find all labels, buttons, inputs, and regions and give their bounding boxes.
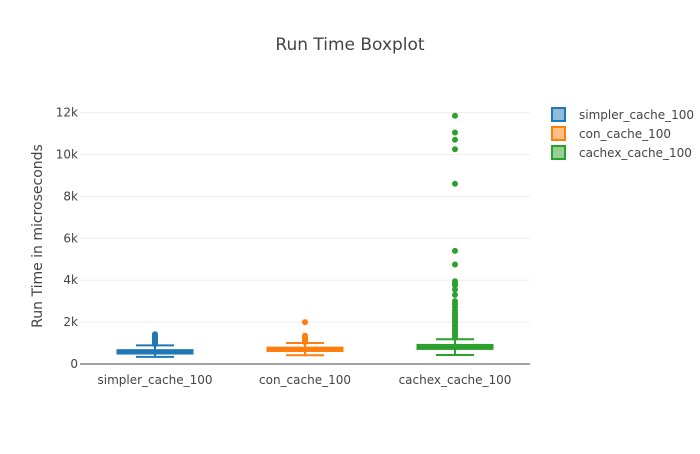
legend-item[interactable]: simpler_cache_100 [551,107,694,122]
y-tick-label: 6k [63,231,78,245]
y-tick-label: 0 [70,357,78,371]
outlier-point [452,261,458,268]
x-tick-label: simpler_cache_100 [98,373,213,387]
legend-item[interactable]: cachex_cache_100 [551,145,692,160]
x-tick-label: con_cache_100 [259,373,351,387]
outlier-point [302,332,308,339]
y-tick-label: 12k [56,106,78,120]
y-axis-title: Run Time in microseconds [30,144,46,328]
legend-label: cachex_cache_100 [579,146,692,160]
outlier-point [452,291,458,298]
legend-swatch [551,126,566,141]
outlier-point [452,136,458,143]
y-tick-label: 4k [63,273,78,287]
outlier-point [452,247,458,254]
legend-swatch [551,107,566,122]
outlier-point [452,286,458,293]
legend-label: simpler_cache_100 [579,108,694,122]
outlier-point [302,319,308,326]
legend-swatch [551,145,566,160]
outlier-point [452,112,458,119]
box-cachex_cache_100 [416,112,494,356]
outlier-point [452,129,458,136]
gridlines [80,112,530,323]
outlier-point [452,298,458,305]
legend-label: con_cache_100 [579,127,671,141]
x-axis-ticks: simpler_cache_100 con_cache_100 cachex_cac… [98,373,512,387]
outlier-point [452,278,458,285]
y-tick-label: 8k [63,189,78,203]
y-tick-label: 10k [56,147,78,161]
outlier-point [452,146,458,153]
legend-item[interactable]: con_cache_100 [551,126,671,141]
y-tick-label: 2k [63,315,78,329]
chart-title: Run Time Boxplot [275,35,425,55]
outlier-point [152,331,158,338]
box-simpler_cache_100 [116,331,194,358]
x-tick-label: cachex_cache_100 [399,373,512,387]
box-series [116,112,494,358]
outlier-point [452,180,458,187]
y-axis-ticks: 0 2k 4k 6k 8k 10k 12k [56,106,78,371]
box-con_cache_100 [266,319,344,357]
legend[interactable]: simpler_cache_100 con_cache_100 cachex_cac… [551,107,694,160]
